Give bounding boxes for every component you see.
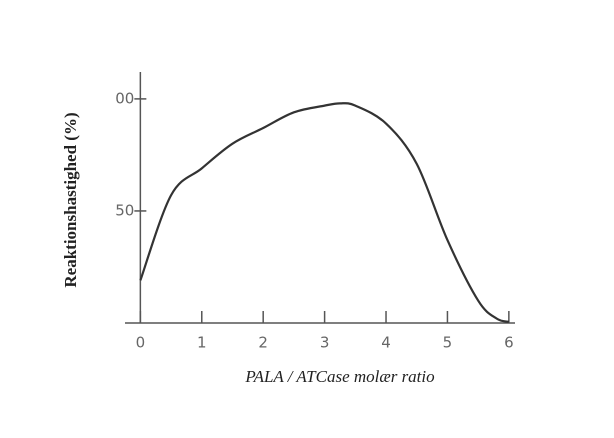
y-tick-label: 50: [115, 201, 134, 219]
x-tick-label: 2: [258, 334, 268, 352]
data-line: [139, 102, 510, 323]
x-axis-label: PALA / ATCase molær ratio: [244, 367, 434, 386]
y-tick-label: 00: [115, 89, 134, 107]
x-tick-label: 5: [443, 334, 453, 352]
x-tick-label: 3: [320, 334, 330, 352]
y-axis-label: Reaktionshastighed (%): [61, 112, 80, 287]
x-tick-label: 6: [504, 334, 514, 352]
x-tick-label: 1: [197, 334, 207, 352]
x-tick-label: 0: [136, 334, 146, 352]
x-tick-label: 4: [381, 334, 391, 352]
